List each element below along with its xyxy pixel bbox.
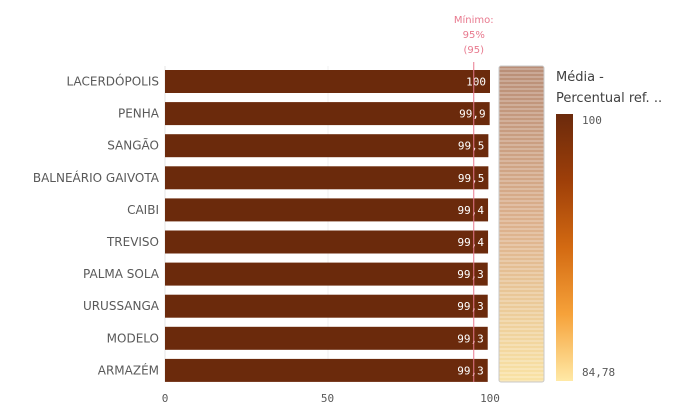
legend-max-label: 100 — [582, 114, 602, 127]
reference-label-line-2: 95% — [463, 30, 485, 41]
category-label: SANGÃO — [107, 138, 159, 153]
category-label: BALNEÁRIO GAIVOTA — [33, 170, 160, 185]
category-label: TREVISO — [106, 235, 159, 249]
scrollbar-thumb[interactable] — [498, 65, 545, 383]
bar[interactable] — [165, 294, 488, 318]
bar[interactable] — [165, 70, 490, 93]
data-label: 99,3 — [457, 332, 484, 345]
data-label: 99,4 — [458, 204, 485, 217]
bar[interactable] — [165, 262, 488, 286]
category-label: LACERDÓPOLIS — [67, 74, 159, 89]
data-label: 99,5 — [458, 140, 485, 153]
category-labels: LACERDÓPOLIS PENHA SANGÃO BALNEÁRIO GAIVOTA… — [33, 74, 160, 378]
data-label: 99,9 — [459, 108, 486, 121]
data-label: 99,3 — [457, 268, 484, 281]
data-label: 99,3 — [457, 364, 484, 377]
bar[interactable] — [165, 102, 490, 126]
category-label: ARMAZÉM — [98, 362, 159, 377]
bar[interactable] — [165, 166, 489, 190]
category-label: PALMA SOLA — [83, 267, 160, 281]
category-label: URUSSANGA — [83, 299, 160, 313]
legend-min-label: 84,78 — [582, 366, 615, 379]
bar[interactable] — [165, 134, 489, 158]
chart-scrollbar[interactable] — [498, 65, 545, 383]
category-label: CAIBI — [127, 203, 159, 217]
bar[interactable] — [165, 198, 489, 222]
data-label: 99,3 — [457, 300, 484, 313]
x-tick-label: 50 — [321, 392, 334, 405]
bar[interactable] — [165, 358, 488, 382]
data-label: 100 — [466, 76, 486, 89]
bar[interactable] — [165, 230, 489, 254]
reference-label-line-3: (95) — [463, 45, 484, 56]
x-tick-label: 100 — [480, 392, 500, 405]
category-label: MODELO — [107, 331, 159, 345]
legend-title-line-2: Percentual ref. .. — [556, 91, 662, 106]
bars-group — [165, 70, 490, 382]
reference-label-line-1: Mínimo: — [454, 14, 494, 26]
x-tick-label: 0 — [162, 392, 169, 405]
x-axis-ticks: 0 50 100 — [162, 392, 500, 405]
category-label: PENHA — [118, 107, 160, 121]
bar[interactable] — [165, 326, 488, 350]
legend-color-scale — [556, 114, 573, 381]
data-label: 99,4 — [458, 236, 485, 249]
data-labels: 100 99,9 99,5 99,5 99,4 99,4 99,3 99,3 99,3 99,3 — [457, 76, 486, 378]
legend-title-line-1: Média - — [556, 70, 604, 85]
data-label: 99,5 — [458, 172, 485, 185]
